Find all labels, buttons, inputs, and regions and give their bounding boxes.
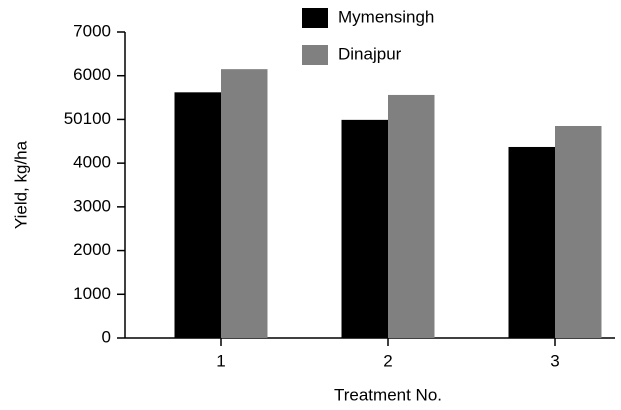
legend-swatch bbox=[302, 8, 328, 28]
legend-swatch bbox=[302, 45, 328, 65]
y-tick-label: 0 bbox=[102, 327, 111, 346]
y-tick-label: 7000 bbox=[73, 21, 111, 40]
legend-label: Dinajpur bbox=[338, 44, 402, 63]
bar bbox=[555, 125, 602, 338]
y-tick-label: 1000 bbox=[73, 284, 111, 303]
y-tick-label: 4000 bbox=[73, 153, 111, 172]
y-tick-label: 3000 bbox=[73, 196, 111, 215]
x-tick-label: 3 bbox=[550, 351, 559, 370]
bar bbox=[221, 69, 268, 339]
legend-label: Mymensingh bbox=[338, 7, 434, 26]
x-tick-label: 1 bbox=[216, 351, 225, 370]
bar bbox=[508, 146, 555, 338]
x-axis-label: Treatment No. bbox=[334, 385, 442, 404]
bar bbox=[341, 119, 388, 338]
y-tick-label: 6000 bbox=[73, 65, 111, 84]
x-tick-label: 2 bbox=[383, 351, 392, 370]
y-axis-label: Yield, kg/ha bbox=[11, 140, 30, 229]
bar bbox=[388, 94, 435, 338]
y-tick-label: 2000 bbox=[73, 240, 111, 259]
y-tick-label: 50100 bbox=[64, 109, 111, 128]
bar bbox=[174, 92, 221, 338]
